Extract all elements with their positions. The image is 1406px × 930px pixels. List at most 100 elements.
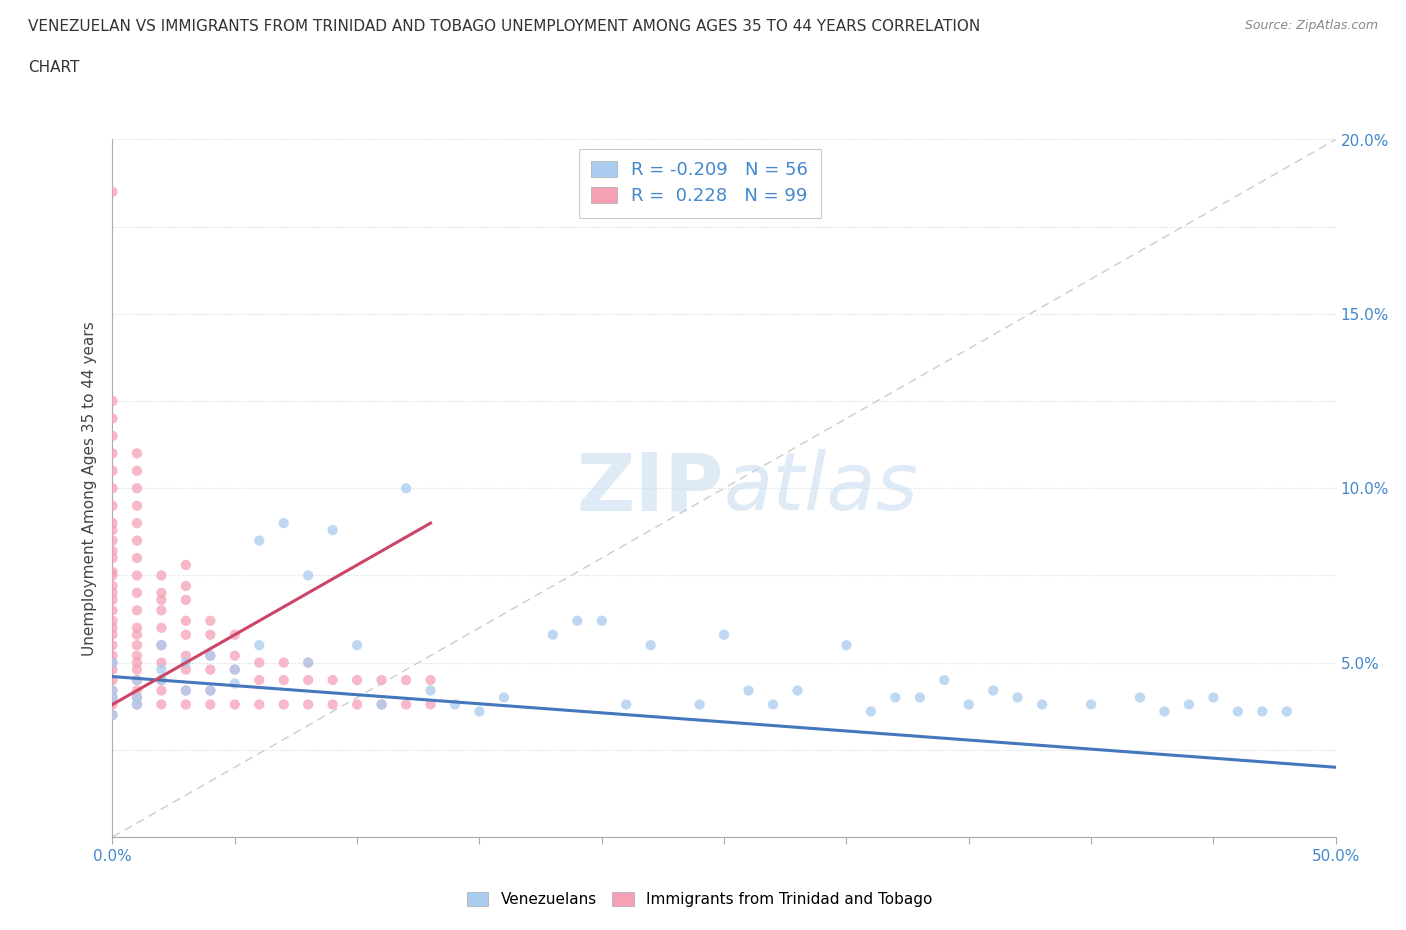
Point <box>200 648 222 663</box>
Text: VENEZUELAN VS IMMIGRANTS FROM TRINIDAD AND TOBAGO UNEMPLOYMENT AMONG AGES 35 TO : VENEZUELAN VS IMMIGRANTS FROM TRINIDAD A… <box>28 19 980 33</box>
Point <box>174 698 197 712</box>
Point <box>174 628 197 643</box>
Point <box>614 698 637 712</box>
Point <box>150 592 173 607</box>
Point <box>101 429 124 444</box>
Point <box>322 698 344 712</box>
Point <box>125 481 148 496</box>
Point <box>689 698 711 712</box>
Point <box>125 620 148 635</box>
Point <box>908 690 931 705</box>
Point <box>101 656 124 671</box>
Point <box>125 690 148 705</box>
Point <box>247 638 270 653</box>
Point <box>591 614 613 629</box>
Point <box>200 628 222 643</box>
Point <box>1251 704 1274 719</box>
Point <box>101 690 124 705</box>
Point <box>101 683 124 698</box>
Point <box>174 662 197 677</box>
Point <box>224 662 246 677</box>
Point <box>125 568 148 583</box>
Point <box>125 463 148 478</box>
Point <box>150 656 173 671</box>
Point <box>200 698 222 712</box>
Point <box>125 446 148 461</box>
Point <box>322 523 344 538</box>
Point <box>174 592 197 607</box>
Point <box>101 533 124 548</box>
Point <box>1178 698 1201 712</box>
Point <box>101 586 124 601</box>
Point <box>101 690 124 705</box>
Point <box>224 698 246 712</box>
Point <box>934 672 956 687</box>
Point <box>150 620 173 635</box>
Point <box>101 463 124 478</box>
Point <box>395 672 418 687</box>
Point <box>1080 698 1102 712</box>
Point <box>125 698 148 712</box>
Point <box>1153 704 1175 719</box>
Point <box>101 578 124 593</box>
Point <box>125 498 148 513</box>
Point <box>101 393 124 408</box>
Point <box>395 481 418 496</box>
Point <box>101 603 124 618</box>
Point <box>150 638 173 653</box>
Point <box>125 551 148 565</box>
Point <box>101 648 124 663</box>
Point <box>224 662 246 677</box>
Point <box>492 690 515 705</box>
Point <box>346 638 368 653</box>
Point <box>150 672 173 687</box>
Point <box>200 648 222 663</box>
Point <box>200 614 222 629</box>
Point <box>125 533 148 548</box>
Point <box>125 638 148 653</box>
Point <box>273 515 295 530</box>
Point <box>1007 690 1029 705</box>
Point <box>835 638 858 653</box>
Point <box>174 558 197 573</box>
Point <box>957 698 980 712</box>
Point <box>101 628 124 643</box>
Legend: Venezuelans, Immigrants from Trinidad and Tobago: Venezuelans, Immigrants from Trinidad an… <box>461 885 938 913</box>
Point <box>273 656 295 671</box>
Point <box>737 683 759 698</box>
Point <box>981 683 1004 698</box>
Point <box>101 672 124 687</box>
Text: atlas: atlas <box>724 449 920 527</box>
Point <box>150 662 173 677</box>
Point <box>273 672 295 687</box>
Point <box>101 481 124 496</box>
Point <box>859 704 882 719</box>
Point <box>150 603 173 618</box>
Point <box>884 690 907 705</box>
Point <box>125 648 148 663</box>
Point <box>297 656 319 671</box>
Point <box>174 656 197 671</box>
Point <box>101 698 124 712</box>
Point <box>150 698 173 712</box>
Point <box>247 656 270 671</box>
Point <box>370 698 392 712</box>
Point <box>101 551 124 565</box>
Point <box>101 568 124 583</box>
Point <box>101 565 124 579</box>
Point <box>419 683 441 698</box>
Y-axis label: Unemployment Among Ages 35 to 44 years: Unemployment Among Ages 35 to 44 years <box>82 321 97 656</box>
Point <box>567 614 589 629</box>
Point <box>297 656 319 671</box>
Point <box>395 698 418 712</box>
Point <box>247 533 270 548</box>
Point <box>1129 690 1152 705</box>
Point <box>346 672 368 687</box>
Point <box>224 676 246 691</box>
Point <box>200 683 222 698</box>
Point <box>174 614 197 629</box>
Point <box>125 672 148 687</box>
Point <box>101 498 124 513</box>
Point <box>713 628 735 643</box>
Point <box>273 698 295 712</box>
